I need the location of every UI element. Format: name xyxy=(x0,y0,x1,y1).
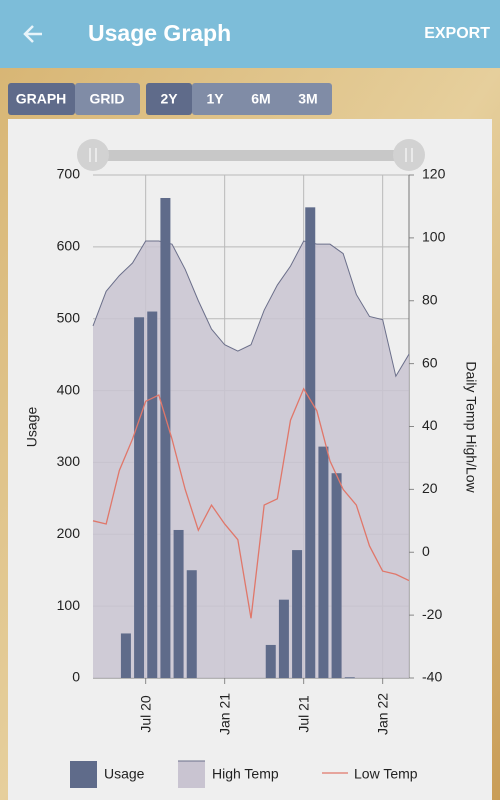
handle-grip xyxy=(89,148,413,162)
y2-tick-label: -20 xyxy=(422,606,442,622)
screen-title: Usage Graph xyxy=(88,20,231,46)
range-label: 1Y xyxy=(206,91,224,107)
app-bar xyxy=(0,0,500,68)
legend-swatch xyxy=(178,761,205,788)
tab-label: GRID xyxy=(90,91,125,107)
y2-tick-label: 60 xyxy=(422,354,438,370)
chart: 0 100 200 300 400 500 600 700 -40 -20 0 20 40 60 80 100… xyxy=(24,166,479,788)
y2-tick-label: 20 xyxy=(422,480,438,496)
usage-bar xyxy=(134,317,145,678)
x-tick-label: Jan 21 xyxy=(216,693,232,735)
range-label: 3M xyxy=(298,91,317,107)
x-tick-label: Jan 22 xyxy=(374,693,390,735)
legend-label: Low Temp xyxy=(354,766,418,782)
grid-tab[interactable] xyxy=(75,83,140,115)
y2-tick-label: 120 xyxy=(422,166,446,182)
usage-bar xyxy=(278,599,289,678)
high-temp-area xyxy=(93,241,409,679)
legend-label: Usage xyxy=(104,766,145,782)
range-label: 6M xyxy=(251,91,270,107)
x-tick-label: Jul 20 xyxy=(137,695,153,733)
tab-label: GRAPH xyxy=(16,91,67,107)
range-slider[interactable] xyxy=(93,150,409,161)
usage-bar xyxy=(344,677,355,679)
legend-label: High Temp xyxy=(212,766,279,782)
graph-tab[interactable] xyxy=(8,83,75,115)
y-tick-label: 100 xyxy=(57,597,81,613)
usage-bar xyxy=(265,644,276,678)
usage-bar xyxy=(292,550,303,678)
y-tick-label: 0 xyxy=(72,669,80,685)
legend-swatch xyxy=(70,761,97,788)
usage-bar xyxy=(186,570,197,678)
y-tick-label: 300 xyxy=(57,453,81,469)
y-tick-label: 700 xyxy=(57,166,81,182)
x-tick-label: Jul 21 xyxy=(295,695,311,733)
usage-bar xyxy=(120,633,131,678)
usage-bar xyxy=(318,446,329,678)
y-tick-label: 500 xyxy=(57,309,81,325)
usage-bar xyxy=(173,529,184,678)
y-tick-label: 200 xyxy=(57,525,81,541)
y-axis-title: Usage xyxy=(24,407,40,448)
back-button[interactable] xyxy=(23,25,42,43)
range-2y[interactable] xyxy=(146,83,192,115)
y2-tick-label: -40 xyxy=(422,669,442,685)
high-temp-line xyxy=(92,240,410,378)
low-temp-line xyxy=(92,387,410,619)
y2-tick-label: 40 xyxy=(422,417,438,433)
usage-bar xyxy=(147,311,158,678)
y2-tick-label: 100 xyxy=(422,229,446,245)
export-button[interactable]: EXPORT xyxy=(424,25,490,42)
y2-tick-label: 0 xyxy=(422,543,430,559)
y-tick-label: 400 xyxy=(57,381,81,397)
usage-bar xyxy=(305,207,316,679)
range-other[interactable] xyxy=(192,83,332,115)
slider-handle[interactable] xyxy=(393,139,425,171)
y-tick-label: 600 xyxy=(57,238,81,254)
usage-bar xyxy=(160,197,171,678)
range-label: 2Y xyxy=(160,91,178,107)
usage-bar xyxy=(331,473,342,678)
y2-axis-title: Daily Temp High/Low xyxy=(463,361,479,493)
slider-handle[interactable] xyxy=(77,139,109,171)
y2-tick-label: 80 xyxy=(422,291,438,307)
